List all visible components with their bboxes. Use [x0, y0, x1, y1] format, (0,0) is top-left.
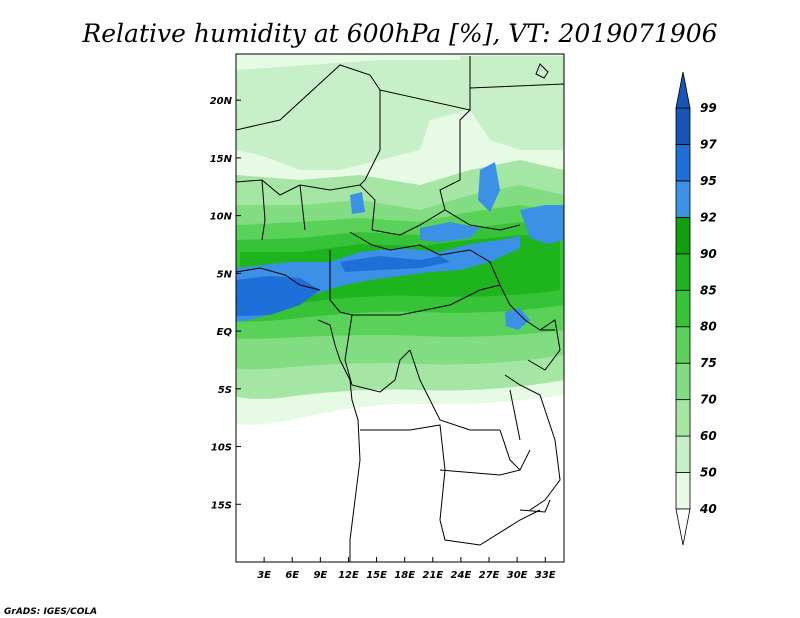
colorbar-label: 92 — [700, 210, 717, 224]
colorbar-swatch — [675, 362, 691, 401]
colorbar: 40 50 60 70 75 80 85 90 92 95 97 99 — [675, 71, 717, 546]
humidity-field — [236, 54, 564, 425]
x-tick-label: 27E — [479, 570, 500, 581]
x-tick-label: 12E — [338, 570, 359, 581]
colorbar-label: 40 — [699, 502, 717, 516]
colorbar-label: 60 — [700, 429, 717, 443]
longitude-axis: 3E 6E 9E 12E 15E 18E 21E 24E 27E 30E 33E — [257, 557, 556, 581]
y-tick-label: 10S — [211, 443, 232, 454]
colorbar-swatch — [675, 435, 691, 473]
country-borders — [236, 56, 564, 562]
colorbar-swatch — [675, 289, 691, 328]
colorbar-label: 97 — [700, 137, 717, 151]
colorbar-label: 75 — [700, 356, 717, 370]
x-tick-label: 9E — [313, 570, 327, 581]
y-tick-label: 15N — [210, 154, 233, 165]
credit-text: GrADS: IGES/COLA — [4, 607, 97, 617]
x-tick-label: 30E — [507, 570, 528, 581]
colorbar-swatch — [675, 180, 691, 218]
y-tick-label: 5S — [218, 385, 232, 396]
colorbar-swatch — [675, 326, 691, 364]
colorbar-swatch — [675, 399, 691, 437]
y-tick-label: EQ — [217, 327, 233, 338]
colorbar-swatch — [675, 107, 691, 145]
y-tick-label: 10N — [210, 212, 233, 223]
x-tick-label: 33E — [535, 570, 556, 581]
x-tick-label: 21E — [422, 570, 443, 581]
colorbar-high-triangle — [675, 71, 691, 109]
colorbar-low-triangle — [675, 508, 691, 546]
figure-title: Relative humidity at 600hPa [%], VT: 201… — [81, 19, 717, 48]
y-tick-label: 20N — [210, 96, 233, 107]
colorbar-swatch — [675, 472, 691, 510]
x-tick-label: 24E — [451, 570, 472, 581]
x-tick-label: 18E — [394, 570, 415, 581]
colorbar-swatch — [675, 144, 691, 182]
x-tick-label: 15E — [366, 570, 387, 581]
colorbar-swatch — [675, 253, 691, 291]
colorbar-label: 90 — [700, 247, 717, 261]
x-tick-label: 3E — [257, 570, 271, 581]
colorbar-label: 70 — [700, 393, 717, 407]
y-tick-label: 15S — [211, 500, 232, 511]
y-tick-label: 5N — [217, 269, 233, 280]
colorbar-swatch — [675, 216, 691, 255]
colorbar-label: 85 — [700, 283, 717, 297]
latitude-axis: 20N 15N 10N 5N EQ 5S 10S 15S — [210, 96, 241, 511]
colorbar-label: 80 — [700, 320, 717, 334]
map-frame — [235, 53, 565, 563]
colorbar-label: 99 — [700, 101, 717, 115]
colorbar-label: 50 — [700, 466, 717, 480]
x-tick-label: 6E — [285, 570, 299, 581]
colorbar-label: 95 — [700, 174, 717, 188]
